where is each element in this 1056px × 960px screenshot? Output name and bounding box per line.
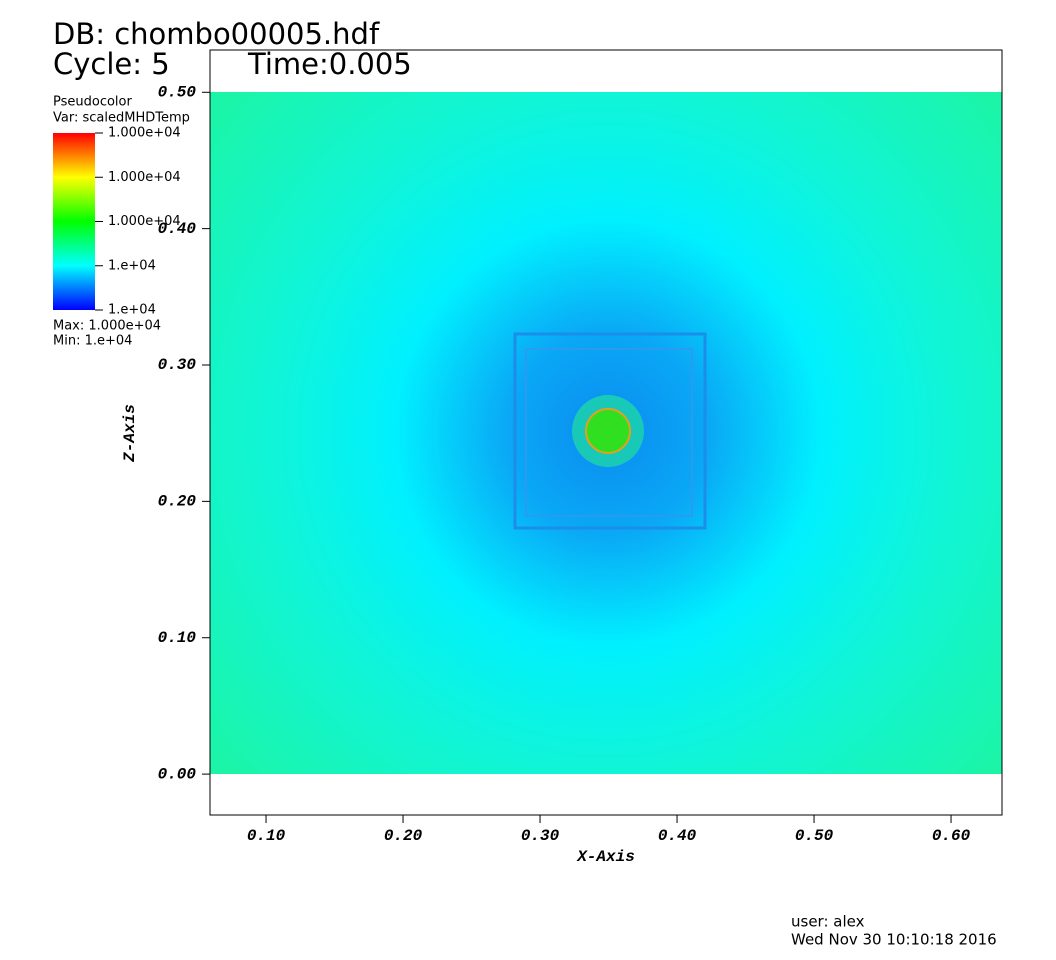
legend-var: Var: scaledMHDTemp — [53, 111, 190, 126]
y-axis-label: Z-Axis — [121, 404, 139, 463]
colorbar-label: 1.000e+04 — [108, 170, 181, 185]
x-tick-label: 0.40 — [658, 827, 697, 845]
colorbar-label: 1.000e+04 — [108, 126, 181, 141]
box-inner — [525, 348, 693, 517]
plot-frame — [209, 49, 1003, 816]
date: Wed Nov 30 10:10:18 2016 — [791, 931, 997, 949]
colorbar-label: 1.e+04 — [108, 303, 156, 318]
colorbar-label: 1.e+04 — [108, 258, 156, 273]
time: Time:0.005 — [247, 47, 412, 81]
y-tick-label: 0.40 — [158, 220, 197, 238]
colorbar — [53, 133, 95, 310]
core — [585, 408, 631, 454]
legend-min: Min: 1.e+04 — [53, 334, 132, 349]
x-axis-label: X-Axis — [576, 848, 635, 866]
y-tick-label: 0.10 — [158, 629, 197, 647]
cycle: Cycle: 5 — [53, 47, 170, 81]
y-tick-label: 0.00 — [158, 765, 197, 783]
user: user: alex — [791, 913, 865, 931]
colorbar-label: 1.000e+04 — [108, 214, 181, 229]
legend-title: Pseudocolor — [53, 95, 132, 110]
title: DB: chombo00005.hdf — [53, 17, 380, 51]
x-tick-label: 0.20 — [384, 827, 423, 845]
y-tick-label: 0.50 — [158, 83, 197, 101]
y-tick-label: 0.20 — [158, 493, 197, 511]
y-tick-label: 0.30 — [158, 356, 197, 374]
field — [210, 92, 1002, 774]
x-tick-label: 0.50 — [795, 827, 834, 845]
x-tick-label: 0.60 — [932, 827, 971, 845]
box-outline — [513, 332, 707, 530]
legend-max: Max: 1.000e+04 — [53, 319, 161, 334]
x-tick-label: 0.10 — [247, 827, 286, 845]
x-tick-label: 0.30 — [521, 827, 560, 845]
